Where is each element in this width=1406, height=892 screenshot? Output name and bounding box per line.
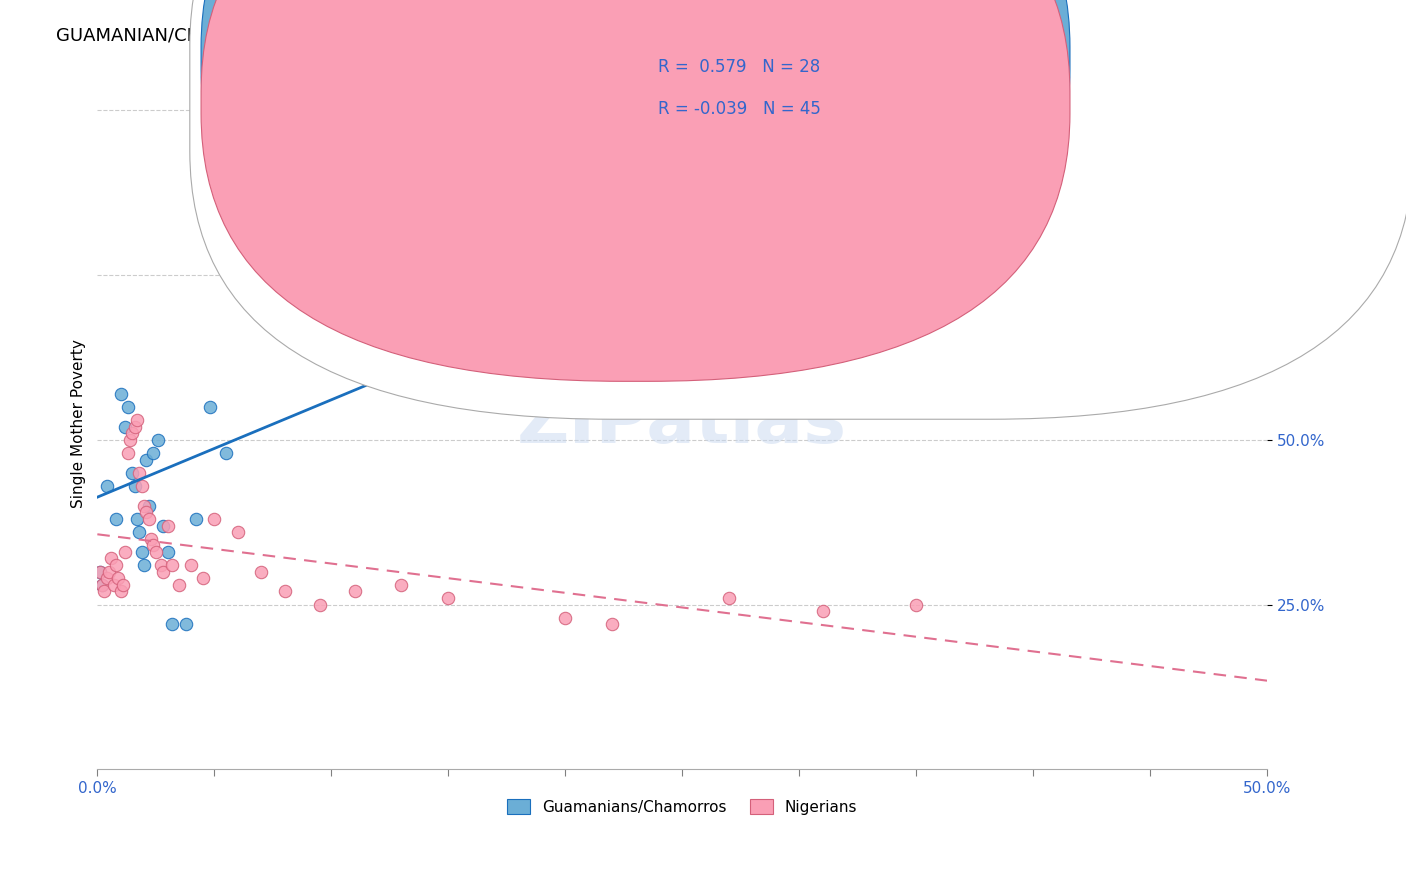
Point [343,584,366,599]
Point [120,433,142,447]
Point [91,578,114,592]
Point [149,558,172,572]
Point [198,400,221,414]
Text: R = -0.039   N = 45: R = -0.039 N = 45 [658,100,821,118]
Point [905,598,928,612]
Point [117,446,139,460]
Point [273,149,295,163]
Point [100,551,122,566]
Point [121,466,143,480]
Point [105,512,128,526]
Point [273,584,295,599]
Point [96,479,118,493]
Point [93,584,115,599]
Text: R =  0.579   N = 28: R = 0.579 N = 28 [658,58,820,76]
Point [184,512,207,526]
Point [110,386,132,401]
Point [128,466,150,480]
Point [107,571,129,585]
Point [160,558,183,572]
Point [717,591,740,605]
Point [89,565,111,579]
Point [160,617,183,632]
Point [226,525,249,540]
Point [131,545,153,559]
Point [91,578,114,592]
Point [156,518,179,533]
Point [152,518,174,533]
Text: ZIPatlas: ZIPatlas [517,389,848,458]
Point [124,479,146,493]
Point [145,545,167,559]
Point [105,558,128,572]
Point [128,525,150,540]
Point [250,565,273,579]
Point [156,545,179,559]
Point [127,413,149,427]
Point [121,426,143,441]
Point [1233,103,1256,118]
Point [134,499,156,513]
Point [202,512,225,526]
Point [142,538,165,552]
Point [167,578,190,592]
Point [89,565,111,579]
Point [124,419,146,434]
Point [180,558,202,572]
Point [600,617,623,632]
Point [114,419,136,434]
Point [215,446,238,460]
Point [152,565,174,579]
Point [96,571,118,585]
Point [391,578,413,592]
Point [110,584,132,599]
Point [142,446,165,460]
Point [138,512,160,526]
Point [146,433,169,447]
Text: Source: ZipAtlas.com: Source: ZipAtlas.com [1202,27,1350,41]
Text: GUAMANIAN/CHAMORRO VS NIGERIAN SINGLE MOTHER POVERTY CORRELATION CHART: GUAMANIAN/CHAMORRO VS NIGERIAN SINGLE MO… [56,27,846,45]
Point [127,512,149,526]
Point [554,611,576,625]
Point [112,578,135,592]
Point [135,505,157,519]
Point [308,598,330,612]
Point [103,578,125,592]
Point [811,604,834,618]
Point [117,400,139,414]
Point [308,103,330,118]
Point [437,591,460,605]
Point [134,558,156,572]
Point [141,532,163,546]
Point [98,565,121,579]
Point [138,499,160,513]
Y-axis label: Single Mother Poverty: Single Mother Poverty [72,339,86,508]
Point [114,545,136,559]
Point [131,479,153,493]
Legend: Guamanians/Chamorros, Nigerians: Guamanians/Chamorros, Nigerians [498,789,866,824]
Point [250,235,273,249]
Point [191,571,214,585]
Point [135,452,157,467]
Point [174,617,197,632]
